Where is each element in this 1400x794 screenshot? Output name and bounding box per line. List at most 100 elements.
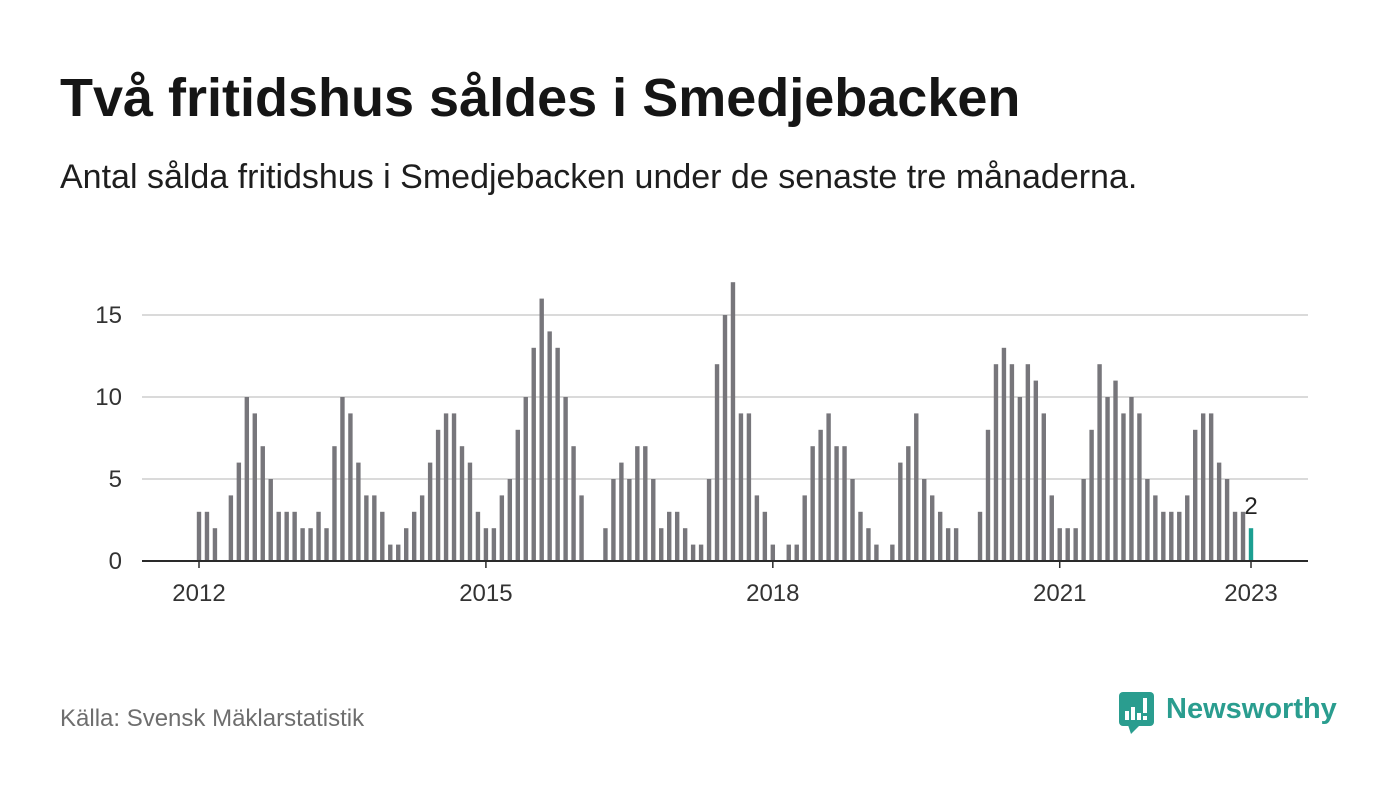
bar-2013-07 (340, 397, 345, 561)
bar-2017-05 (706, 479, 712, 561)
bar-2016-07 (627, 479, 632, 561)
bar-2022-08 (1208, 413, 1214, 561)
bar-2013-11 (372, 495, 377, 561)
bar-2017-03 (690, 544, 696, 561)
bar-2021-03 (1073, 528, 1078, 561)
bar-2017-01 (674, 511, 680, 561)
bar-2018-08 (826, 413, 831, 561)
bars (196, 282, 1254, 561)
bar-2021-09 (1121, 413, 1126, 561)
y-tick-label: 15 (95, 302, 122, 329)
bar-2021-10 (1129, 397, 1134, 561)
bar-2021-12 (1145, 479, 1150, 561)
bar-2021-05 (1089, 429, 1094, 561)
bar-2013-04 (316, 511, 321, 561)
bar-2018-03 (786, 544, 791, 561)
bar-2020-03 (977, 511, 983, 561)
bar-2015-08 (539, 298, 544, 561)
bar-2014-08 (443, 413, 449, 561)
bar-2013-02 (300, 528, 305, 561)
page-title: Två fritidshus såldes i Smedjebacken (60, 68, 1021, 128)
bar-2017-12 (762, 511, 768, 561)
bar-2019-04 (890, 544, 895, 561)
bar-2012-03 (212, 528, 218, 561)
bar-2020-04 (985, 429, 991, 561)
bar-2018-09 (834, 446, 839, 561)
bar-2016-05 (611, 479, 616, 561)
bar-2021-11 (1137, 413, 1142, 561)
bar-2016-09 (643, 446, 648, 561)
bar-2022-02 (1161, 511, 1166, 561)
bar-2019-12 (953, 528, 959, 561)
bar-2012-06 (236, 462, 242, 561)
bar-2014-10 (459, 446, 465, 561)
bar-2013-06 (332, 446, 337, 561)
brand-name: Newsworthy (1166, 693, 1337, 725)
bar-2012-05 (228, 495, 234, 561)
bar-2015-04 (507, 479, 513, 561)
newsworthy-logo: Newsworthy (1118, 690, 1340, 736)
bar-2012-01 (196, 511, 202, 561)
bar-2014-06 (427, 462, 433, 561)
bar-2014-09 (451, 413, 457, 561)
bar-2016-12 (667, 511, 672, 561)
bar-2018-05 (802, 495, 807, 561)
bar-2016-11 (659, 528, 664, 561)
bar-2019-10 (937, 511, 943, 561)
x-tick-label: 2023 (1224, 580, 1277, 607)
bar-2022-09 (1216, 462, 1222, 561)
bar-2016-01 (579, 495, 584, 561)
bar-2017-09 (738, 413, 744, 561)
bar-2012-12 (284, 511, 289, 561)
bar-2020-12 (1049, 495, 1054, 561)
bar-2015-02 (491, 528, 497, 561)
bar-2012-07 (244, 397, 250, 561)
chart-subtitle: Antal sålda fritidshus i Smedjebacken un… (60, 158, 1138, 196)
bar-2015-03 (499, 495, 505, 561)
bar-2017-11 (754, 495, 760, 561)
bar-2015-10 (555, 347, 560, 561)
bar-2012-08 (252, 413, 257, 561)
bar-2017-07 (722, 315, 728, 561)
x-tick-label: 2012 (172, 580, 225, 607)
y-axis-labels: 0 5 10 15 (95, 302, 122, 575)
bar-2017-02 (682, 528, 688, 561)
bar-2017-10 (746, 413, 752, 561)
bar-2013-01 (292, 511, 297, 561)
bar-2021-07 (1105, 397, 1110, 561)
bar-2013-08 (348, 413, 353, 561)
bar-2022-07 (1200, 413, 1206, 561)
bar-2017-06 (714, 364, 720, 561)
bar-2020-06 (1001, 347, 1007, 561)
bar-2016-04 (603, 528, 608, 561)
y-tick-label: 0 (109, 548, 122, 575)
bar-2014-07 (435, 429, 441, 561)
bar-2018-07 (818, 429, 823, 561)
bar-2020-05 (993, 364, 999, 561)
bar-2021-02 (1065, 528, 1070, 561)
bar-2015-06 (523, 397, 528, 561)
bar-2013-03 (308, 528, 313, 561)
bar-2013-10 (364, 495, 369, 561)
bar-2015-05 (515, 429, 520, 561)
bar-2018-01 (770, 544, 776, 561)
bar-2020-10 (1033, 380, 1039, 561)
x-tick-label: 2021 (1033, 580, 1086, 607)
bar-2012-09 (260, 446, 265, 561)
bar-2013-09 (356, 462, 361, 561)
bar-2021-08 (1113, 380, 1118, 561)
bar-2018-12 (858, 511, 863, 561)
bar-2014-12 (475, 511, 481, 561)
bar-2015-01 (483, 528, 489, 561)
bar-2022-04 (1177, 511, 1182, 561)
x-axis-labels: 2012 2015 2018 2021 2023 (172, 561, 1278, 607)
bar-2019-01 (866, 528, 871, 561)
y-tick-label: 10 (95, 384, 122, 411)
bar-2022-03 (1169, 511, 1174, 561)
bar-2016-08 (635, 446, 640, 561)
bar-2022-11 (1232, 511, 1238, 561)
bar-2022-01 (1153, 495, 1158, 561)
bar-2014-03 (404, 528, 409, 561)
bar-2018-04 (794, 544, 799, 561)
